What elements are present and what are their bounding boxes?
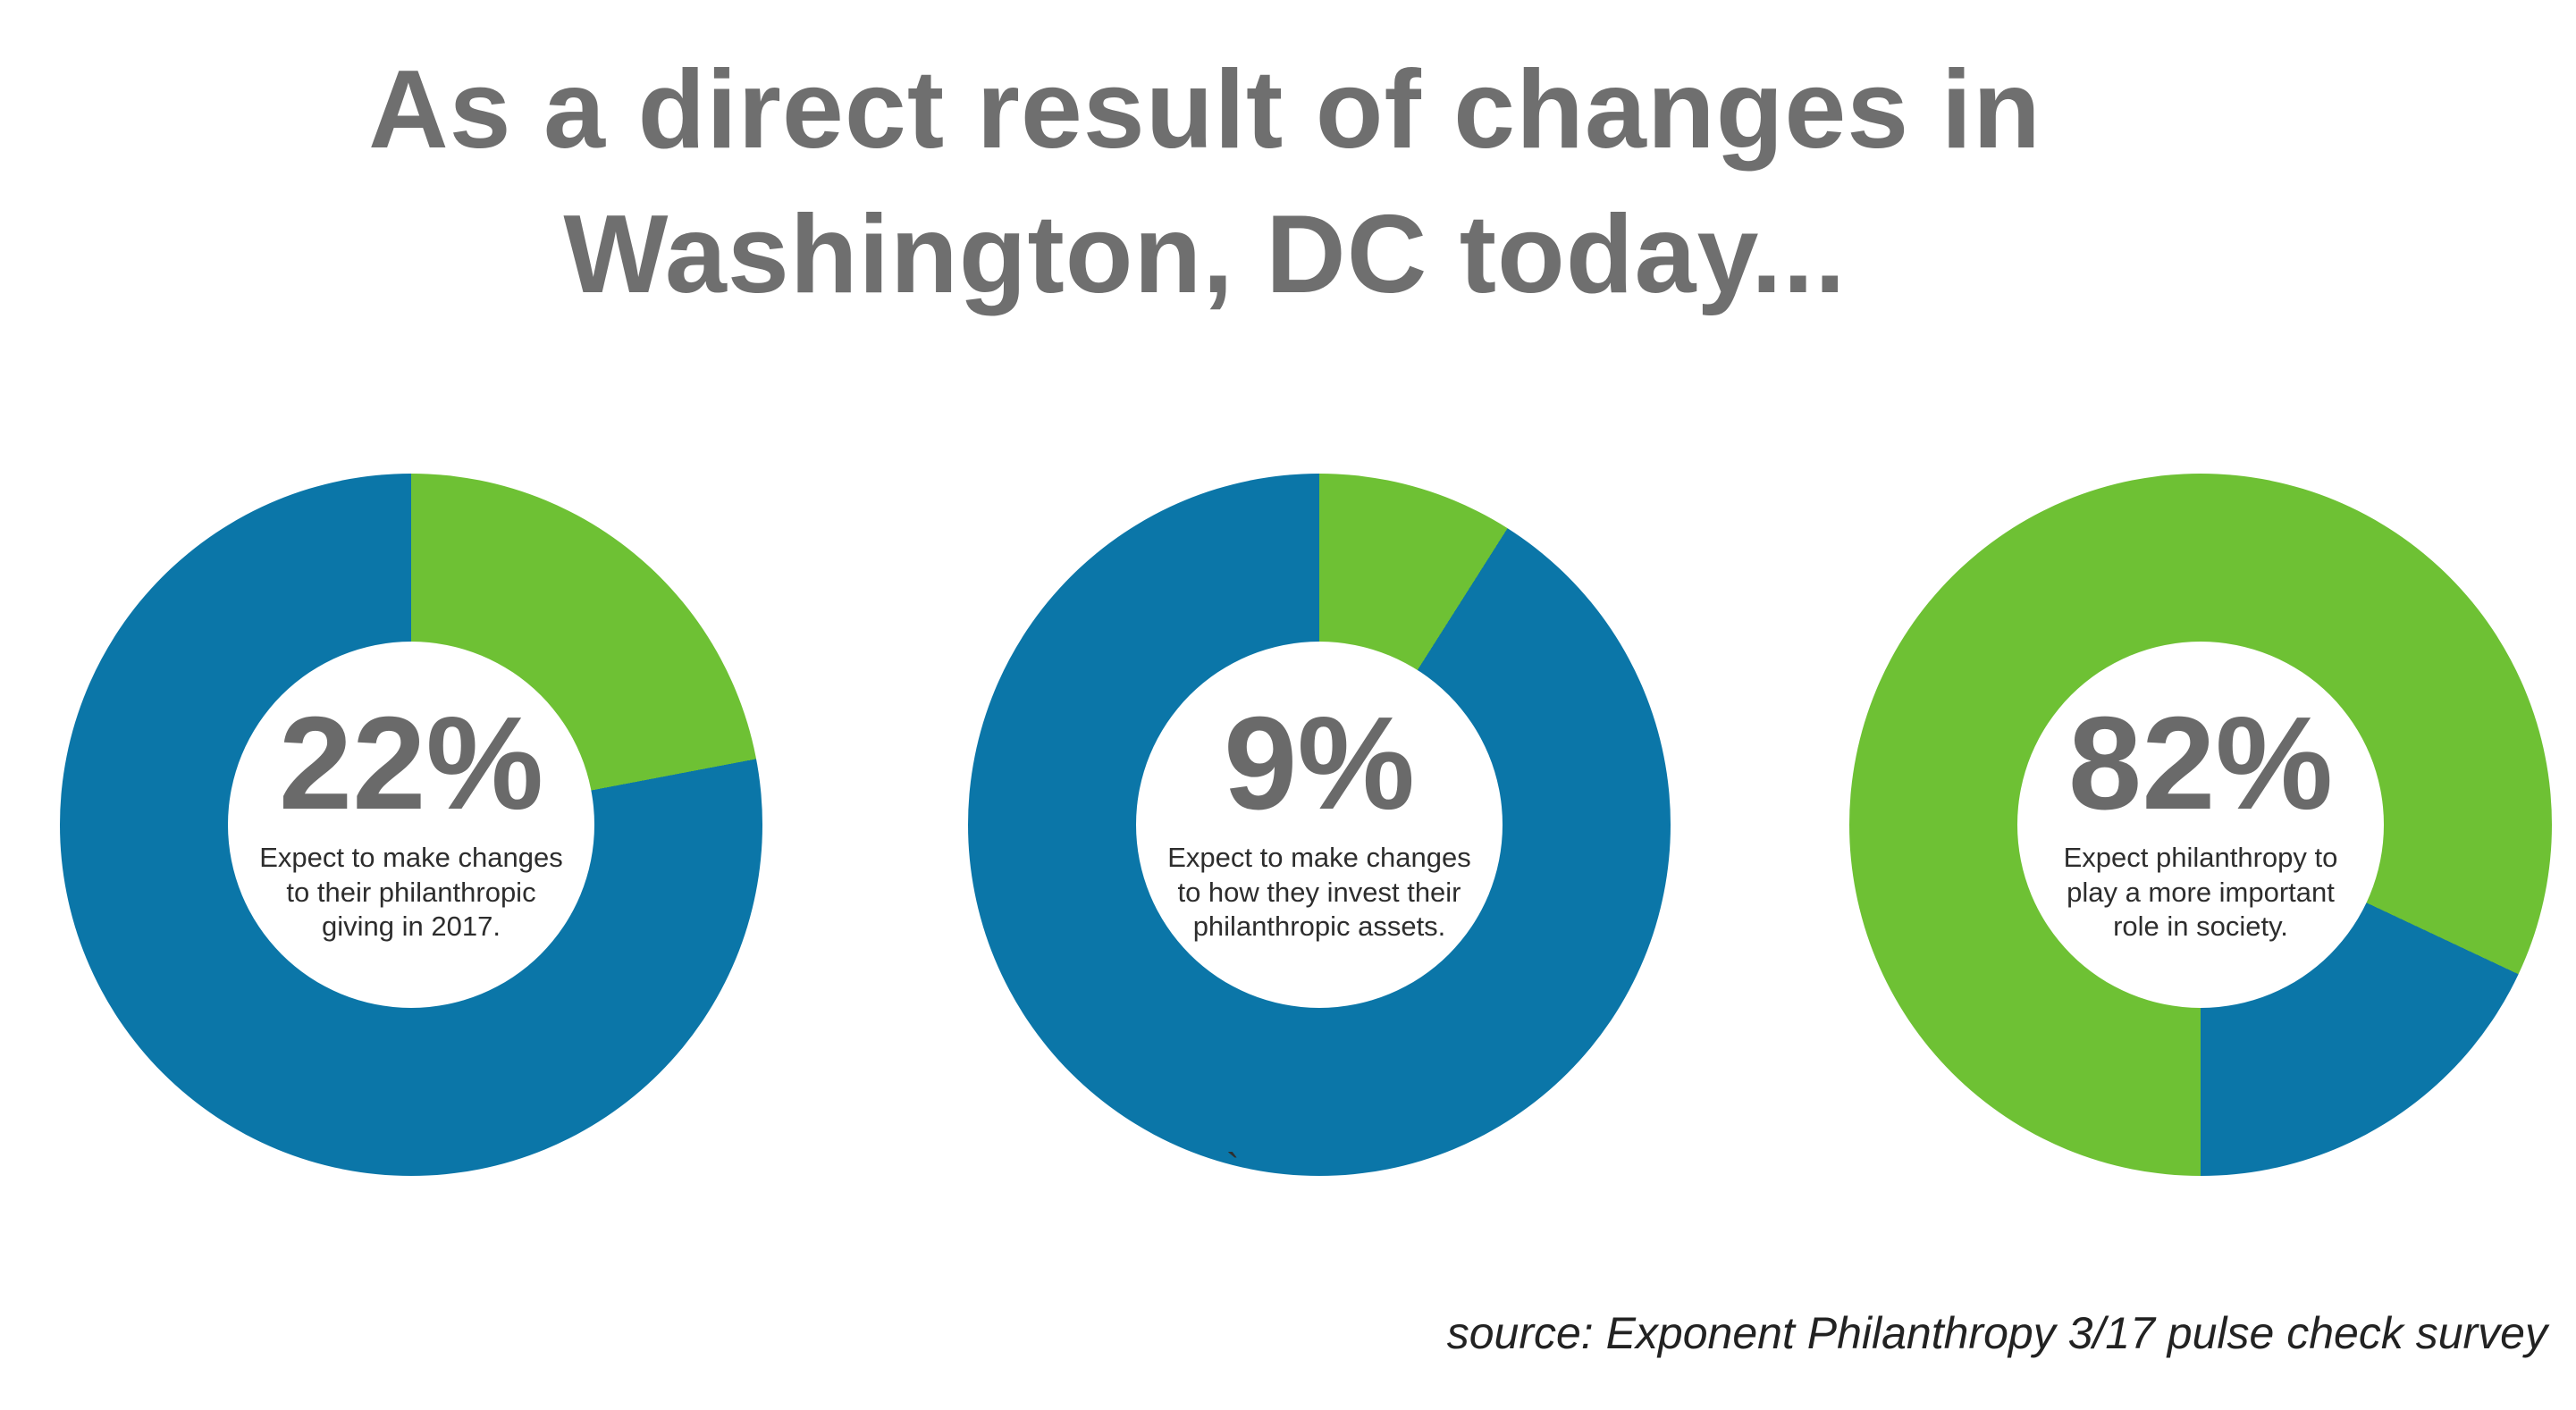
- stray-tick-mark: `: [1226, 1146, 1240, 1189]
- donut-hole: 82% Expect philanthropy to play a more im…: [2017, 642, 2384, 1008]
- donut-caption: Expect to make changes to their philanthr…: [259, 841, 562, 944]
- donut-caption-line: philanthropic assets.: [1192, 911, 1446, 943]
- donut-value: 82%: [2067, 690, 2334, 838]
- donut-chart-22: 22% Expect to make changes to their phila…: [60, 474, 762, 1176]
- page-title-line-1: As a direct result of changes in: [368, 48, 2041, 172]
- donut-value: 9%: [1224, 690, 1415, 838]
- donut-caption-line: to how they invest their: [1177, 876, 1461, 908]
- donut-ring: 82% Expect philanthropy to play a more im…: [1849, 474, 2552, 1176]
- donut-chart-82: 82% Expect philanthropy to play a more im…: [1849, 474, 2552, 1176]
- donut-caption: Expect philanthropy to play a more import…: [2064, 841, 2338, 944]
- page-title-line-2: Washington, DC today...: [563, 193, 1847, 317]
- donut-caption-line: to their philanthropic: [286, 876, 536, 908]
- donut-caption-line: play a more important: [2067, 876, 2335, 908]
- donut-value: 22%: [278, 690, 544, 838]
- donut-caption-line: giving in 2017.: [322, 911, 501, 943]
- donut-caption-line: Expect to make changes: [1167, 842, 1471, 874]
- donut-caption-line: role in society.: [2113, 911, 2288, 943]
- source-credit: source: Exponent Philanthropy 3/17 pulse…: [1446, 1308, 2547, 1358]
- charts-row: 22% Expect to make changes to their phila…: [0, 474, 2576, 1176]
- donut-caption: Expect to make changes to how they invest…: [1167, 841, 1470, 944]
- donut-ring: 22% Expect to make changes to their phila…: [60, 474, 762, 1176]
- donut-caption-line: Expect to make changes: [259, 842, 563, 874]
- donut-hole: 9% Expect to make changes to how they inv…: [1136, 642, 1503, 1008]
- donut-ring: 9% Expect to make changes to how they inv…: [968, 474, 1671, 1176]
- donut-chart-9: 9% Expect to make changes to how they inv…: [968, 474, 1671, 1176]
- donut-caption-line: Expect philanthropy to: [2063, 842, 2338, 874]
- page-title: As a direct result of changes in Washing…: [0, 38, 2410, 328]
- donut-hole: 22% Expect to make changes to their phila…: [228, 642, 594, 1008]
